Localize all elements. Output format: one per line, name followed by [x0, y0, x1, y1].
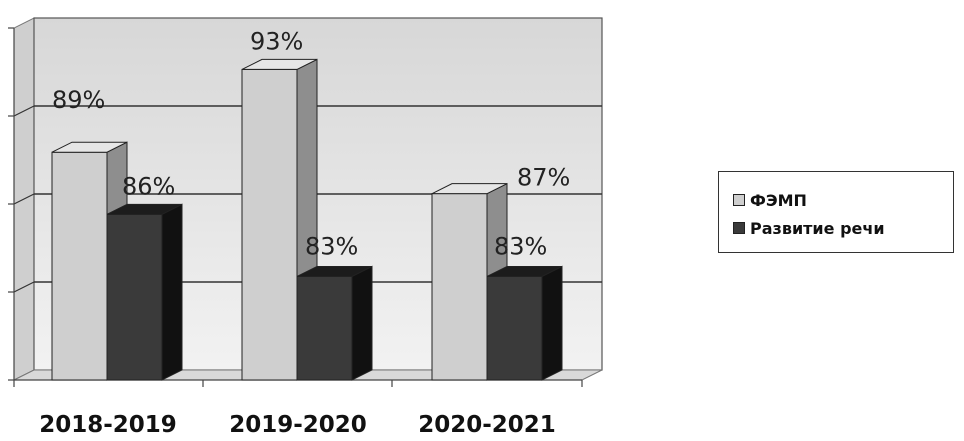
bar-top	[241, 58, 318, 70]
bar-front	[431, 193, 488, 381]
category-label-2019-2020: 2019-2020	[229, 412, 367, 438]
bar-side	[161, 203, 183, 381]
gridline-side	[13, 193, 35, 205]
legend-swatch-speech	[733, 222, 745, 234]
bar-2020-2021-speech	[486, 265, 563, 381]
gridline-side	[13, 105, 35, 117]
value-label-2020-2021-speech: 83%	[494, 232, 547, 260]
category-labels: 2018-2019 2019-2020 2020-2021	[39, 412, 556, 438]
bar-top	[486, 265, 563, 277]
legend-item-speech: Развитие речи	[733, 214, 953, 242]
legend-label-speech: Развитие речи	[750, 218, 885, 238]
bar-top	[106, 203, 183, 215]
gridline-side	[13, 281, 35, 293]
chart-bars	[51, 58, 563, 381]
value-label-2018-2019-speech: 86%	[122, 172, 175, 200]
bar-2019-2020-speech	[296, 265, 373, 381]
value-label-2019-2020-fmp: 93%	[250, 27, 303, 55]
bar-side	[541, 265, 563, 381]
bar-top	[296, 265, 373, 277]
bar-front	[296, 275, 353, 381]
value-label-2018-2019-fmp: 89%	[52, 86, 105, 114]
legend-item-fmp: ФЭМП	[733, 186, 953, 214]
legend-swatch-fmp	[733, 194, 745, 206]
bar-top	[51, 141, 128, 153]
chart-legend: ФЭМП Развитие речи	[718, 171, 954, 253]
value-label-2020-2021-fmp: 87%	[517, 164, 570, 192]
bar-front	[486, 275, 543, 381]
bar-front	[51, 151, 108, 381]
value-labels: 89% 86% 93% 83% 87% 83%	[52, 27, 570, 260]
bar-side	[351, 265, 373, 381]
legend-label-fmp: ФЭМП	[750, 190, 807, 210]
value-label-2019-2020-speech: 83%	[305, 232, 358, 260]
category-label-2020-2021: 2020-2021	[418, 412, 556, 438]
category-label-2018-2019: 2018-2019	[39, 412, 177, 438]
bar-top	[431, 183, 508, 195]
bar-2018-2019-speech	[106, 203, 183, 381]
bar-front	[241, 68, 298, 381]
bar-front	[106, 213, 163, 381]
